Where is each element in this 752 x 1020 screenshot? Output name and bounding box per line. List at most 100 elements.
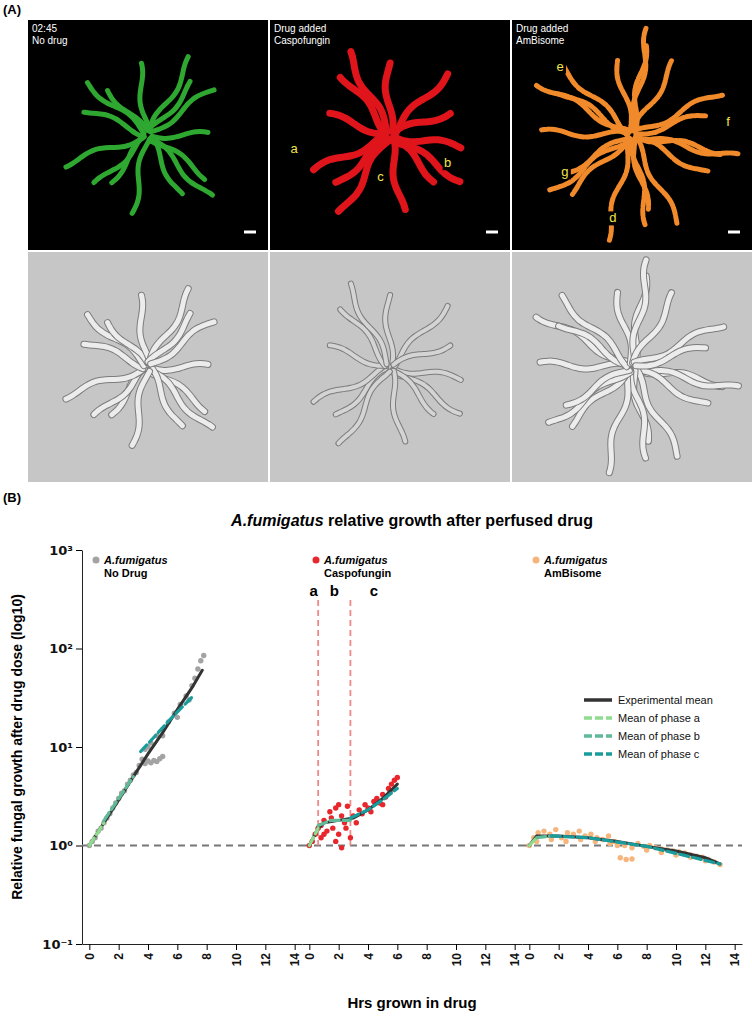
legend-label: Experimental mean bbox=[618, 694, 713, 706]
hypha bbox=[351, 52, 387, 133]
letter-patch bbox=[375, 170, 386, 184]
y-tick: 10² bbox=[49, 641, 82, 656]
hypha bbox=[151, 90, 214, 132]
y-tick-mark bbox=[76, 747, 82, 748]
hypha-outline bbox=[151, 322, 214, 364]
hypha-outline bbox=[617, 292, 632, 363]
mean-line bbox=[529, 836, 720, 864]
x-tick-label: 4 bbox=[362, 953, 376, 960]
legend-swatch bbox=[584, 698, 612, 702]
hypha bbox=[392, 138, 433, 182]
x-tick: 12 bbox=[259, 944, 273, 966]
image-background bbox=[512, 20, 752, 250]
hypha bbox=[617, 292, 632, 363]
hypha-letter: d bbox=[609, 210, 616, 225]
phase-label: a bbox=[310, 582, 319, 599]
hypha-outline bbox=[566, 370, 629, 405]
x-tick-label: 6 bbox=[611, 953, 625, 960]
fluorescence-image bbox=[270, 20, 510, 250]
x-tick-mark bbox=[515, 944, 516, 950]
hypha-outline bbox=[153, 369, 183, 426]
hypha-outline bbox=[636, 348, 706, 366]
legend-swatch bbox=[584, 716, 612, 720]
legend-label: A.fumigatusAmBisome bbox=[543, 554, 608, 579]
y-tick-mark bbox=[76, 944, 82, 945]
x-tick: 2 bbox=[332, 944, 346, 960]
x-tick-mark bbox=[559, 944, 560, 950]
hypha-outline bbox=[314, 366, 385, 402]
phase-mean-line bbox=[104, 777, 133, 821]
x-tick-mark bbox=[295, 944, 296, 950]
legend-marker bbox=[533, 557, 540, 564]
hypha bbox=[566, 138, 629, 173]
hypha bbox=[385, 63, 393, 131]
data-point bbox=[327, 809, 332, 814]
x-tick-label: 0 bbox=[83, 953, 97, 960]
x-axis: 02468101214 bbox=[83, 944, 303, 966]
x-tick: 2 bbox=[112, 944, 126, 960]
x-tick: 6 bbox=[171, 944, 185, 960]
y-tick-label: 10³ bbox=[49, 543, 73, 558]
y-tick: 10¹ bbox=[49, 740, 82, 755]
hypha bbox=[392, 370, 433, 414]
phase-boundary bbox=[349, 600, 351, 846]
hypha-outline bbox=[87, 315, 143, 366]
legend-label: Mean of phase c bbox=[618, 748, 700, 760]
image-caption: Drug added bbox=[274, 23, 326, 34]
phase-label: b bbox=[330, 582, 339, 599]
fluorescence-image bbox=[512, 20, 752, 250]
x-tick-label: 2 bbox=[332, 953, 346, 960]
letter-patch bbox=[289, 142, 300, 156]
data-point bbox=[563, 839, 568, 844]
hypha-outline bbox=[393, 370, 405, 441]
x-tick-mark bbox=[236, 944, 237, 950]
x-axis-line bbox=[523, 944, 743, 945]
hypha-outline bbox=[393, 346, 450, 365]
data-point bbox=[565, 830, 570, 835]
x-tick-mark bbox=[397, 944, 398, 950]
hypha bbox=[549, 140, 631, 190]
data-point bbox=[318, 835, 323, 840]
legend-label: A.fumigatusNo Drug bbox=[103, 554, 168, 579]
data-point bbox=[339, 845, 344, 850]
data-point bbox=[333, 839, 338, 844]
x-tick: 8 bbox=[420, 944, 434, 960]
hypha bbox=[152, 364, 208, 371]
phase-mean-line bbox=[529, 838, 536, 846]
hypha bbox=[152, 132, 208, 139]
hypha bbox=[87, 315, 143, 366]
image-caption: Drug added bbox=[516, 23, 568, 34]
image-caption: No drug bbox=[32, 35, 68, 46]
x-tick-mark bbox=[647, 944, 648, 950]
phase-mean-line bbox=[309, 828, 318, 845]
x-tick: 4 bbox=[362, 944, 376, 960]
x-tick-mark bbox=[265, 944, 266, 950]
plot-marks bbox=[302, 600, 522, 850]
hypha-letter: f bbox=[726, 114, 730, 129]
image-background bbox=[28, 252, 268, 482]
y-tick: 10⁰ bbox=[49, 838, 82, 853]
data-point bbox=[354, 820, 359, 825]
hypha bbox=[393, 346, 450, 365]
x-tick-label: 0 bbox=[303, 953, 317, 960]
phase-mean-line bbox=[89, 823, 104, 846]
data-point bbox=[343, 825, 348, 830]
letter-patch bbox=[443, 156, 454, 170]
hypha-letter: a bbox=[290, 141, 298, 156]
image-caption: 02:45 bbox=[32, 23, 57, 34]
phase-mean-line bbox=[551, 836, 720, 864]
x-tick: 4 bbox=[142, 944, 156, 960]
hypha bbox=[393, 114, 450, 133]
x-tick: 0 bbox=[83, 944, 97, 960]
brightfield-image bbox=[28, 252, 268, 482]
x-tick-mark bbox=[148, 944, 149, 950]
brightfield-image bbox=[512, 252, 752, 482]
hypha bbox=[153, 369, 183, 426]
x-tick-label: 2 bbox=[552, 953, 566, 960]
hypha bbox=[631, 371, 646, 458]
hypha bbox=[393, 370, 405, 441]
y-tick-mark bbox=[76, 846, 82, 847]
hypha bbox=[634, 327, 724, 362]
x-tick: 6 bbox=[391, 944, 405, 960]
mean-line bbox=[309, 784, 397, 845]
